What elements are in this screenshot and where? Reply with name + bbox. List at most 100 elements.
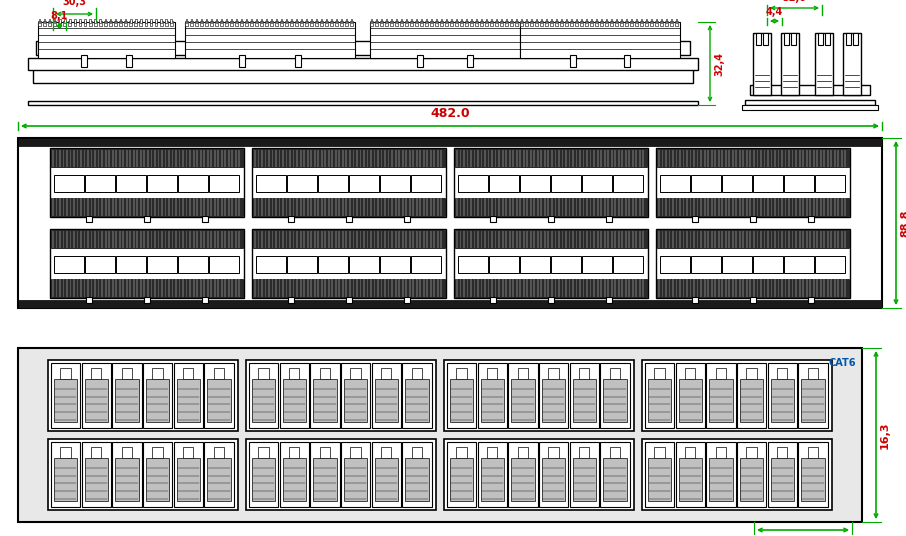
Bar <box>115 198 117 215</box>
Bar <box>137 230 139 248</box>
Bar <box>774 279 776 296</box>
Bar <box>569 198 571 215</box>
Bar <box>70 198 72 215</box>
Bar <box>519 230 521 248</box>
Bar <box>467 198 468 215</box>
Bar <box>371 19 372 23</box>
Bar <box>210 230 212 248</box>
Bar <box>165 279 167 296</box>
Bar <box>460 21 463 26</box>
Bar <box>753 33 771 95</box>
Bar <box>384 230 386 248</box>
Bar <box>130 279 131 296</box>
Bar <box>512 198 514 215</box>
Bar <box>143 363 172 428</box>
Bar <box>551 256 581 273</box>
Bar <box>231 198 233 215</box>
Bar <box>756 33 761 45</box>
Bar <box>477 363 506 428</box>
Bar <box>718 230 719 248</box>
Bar <box>808 297 814 303</box>
Bar <box>116 256 146 273</box>
Bar <box>455 21 458 26</box>
Bar <box>700 150 702 167</box>
Bar <box>605 21 608 26</box>
Bar <box>736 198 737 215</box>
Bar <box>320 21 323 26</box>
Bar <box>709 379 733 421</box>
Bar <box>781 150 783 167</box>
Bar <box>708 150 709 167</box>
Bar <box>722 175 752 191</box>
Bar <box>672 230 674 248</box>
Bar <box>716 446 726 458</box>
Bar <box>207 230 208 248</box>
Bar <box>48 439 238 510</box>
Bar <box>573 458 596 501</box>
Bar <box>440 279 442 296</box>
Bar <box>207 198 208 215</box>
Bar <box>544 279 545 296</box>
Bar <box>351 368 361 379</box>
Bar <box>642 198 644 215</box>
Bar <box>265 21 268 26</box>
Bar <box>718 279 719 296</box>
Bar <box>554 230 556 248</box>
Bar <box>268 230 270 248</box>
Bar <box>423 150 425 167</box>
Bar <box>603 379 627 421</box>
Bar <box>261 198 263 215</box>
Bar <box>300 21 303 26</box>
Bar <box>282 150 284 167</box>
Bar <box>591 19 593 23</box>
Bar <box>53 21 56 26</box>
Bar <box>182 279 184 296</box>
Bar <box>386 19 387 23</box>
Bar <box>210 198 212 215</box>
Bar <box>401 150 403 167</box>
Bar <box>725 279 727 296</box>
Bar <box>601 363 630 428</box>
Bar <box>230 19 232 23</box>
Bar <box>161 279 163 296</box>
Bar <box>579 446 590 458</box>
Bar <box>70 230 72 248</box>
Bar <box>285 198 287 215</box>
Bar <box>318 175 348 191</box>
Bar <box>463 150 465 167</box>
Bar <box>601 150 602 167</box>
Bar <box>661 198 663 215</box>
Bar <box>300 150 302 167</box>
Bar <box>83 230 85 248</box>
Bar <box>350 21 352 26</box>
Bar <box>381 446 391 458</box>
Bar <box>605 19 607 23</box>
Bar <box>475 21 477 26</box>
Bar <box>147 175 177 191</box>
Bar <box>512 279 514 296</box>
Bar <box>718 198 719 215</box>
Bar <box>254 279 255 296</box>
Bar <box>177 458 200 501</box>
Bar <box>193 230 195 248</box>
Bar <box>161 150 163 167</box>
Bar <box>295 21 298 26</box>
Bar <box>495 21 497 26</box>
Bar <box>714 198 716 215</box>
Bar <box>126 150 128 167</box>
Bar <box>682 230 684 248</box>
Bar <box>825 33 830 45</box>
Bar <box>342 279 343 296</box>
Bar <box>296 150 298 167</box>
Bar <box>210 21 213 26</box>
Bar <box>827 279 829 296</box>
Bar <box>217 279 219 296</box>
Bar <box>665 150 667 167</box>
Bar <box>158 279 159 296</box>
Circle shape <box>837 497 857 517</box>
Bar <box>746 279 747 296</box>
Bar <box>601 19 602 23</box>
Bar <box>618 150 620 167</box>
Bar <box>367 230 369 248</box>
Bar <box>313 198 315 215</box>
